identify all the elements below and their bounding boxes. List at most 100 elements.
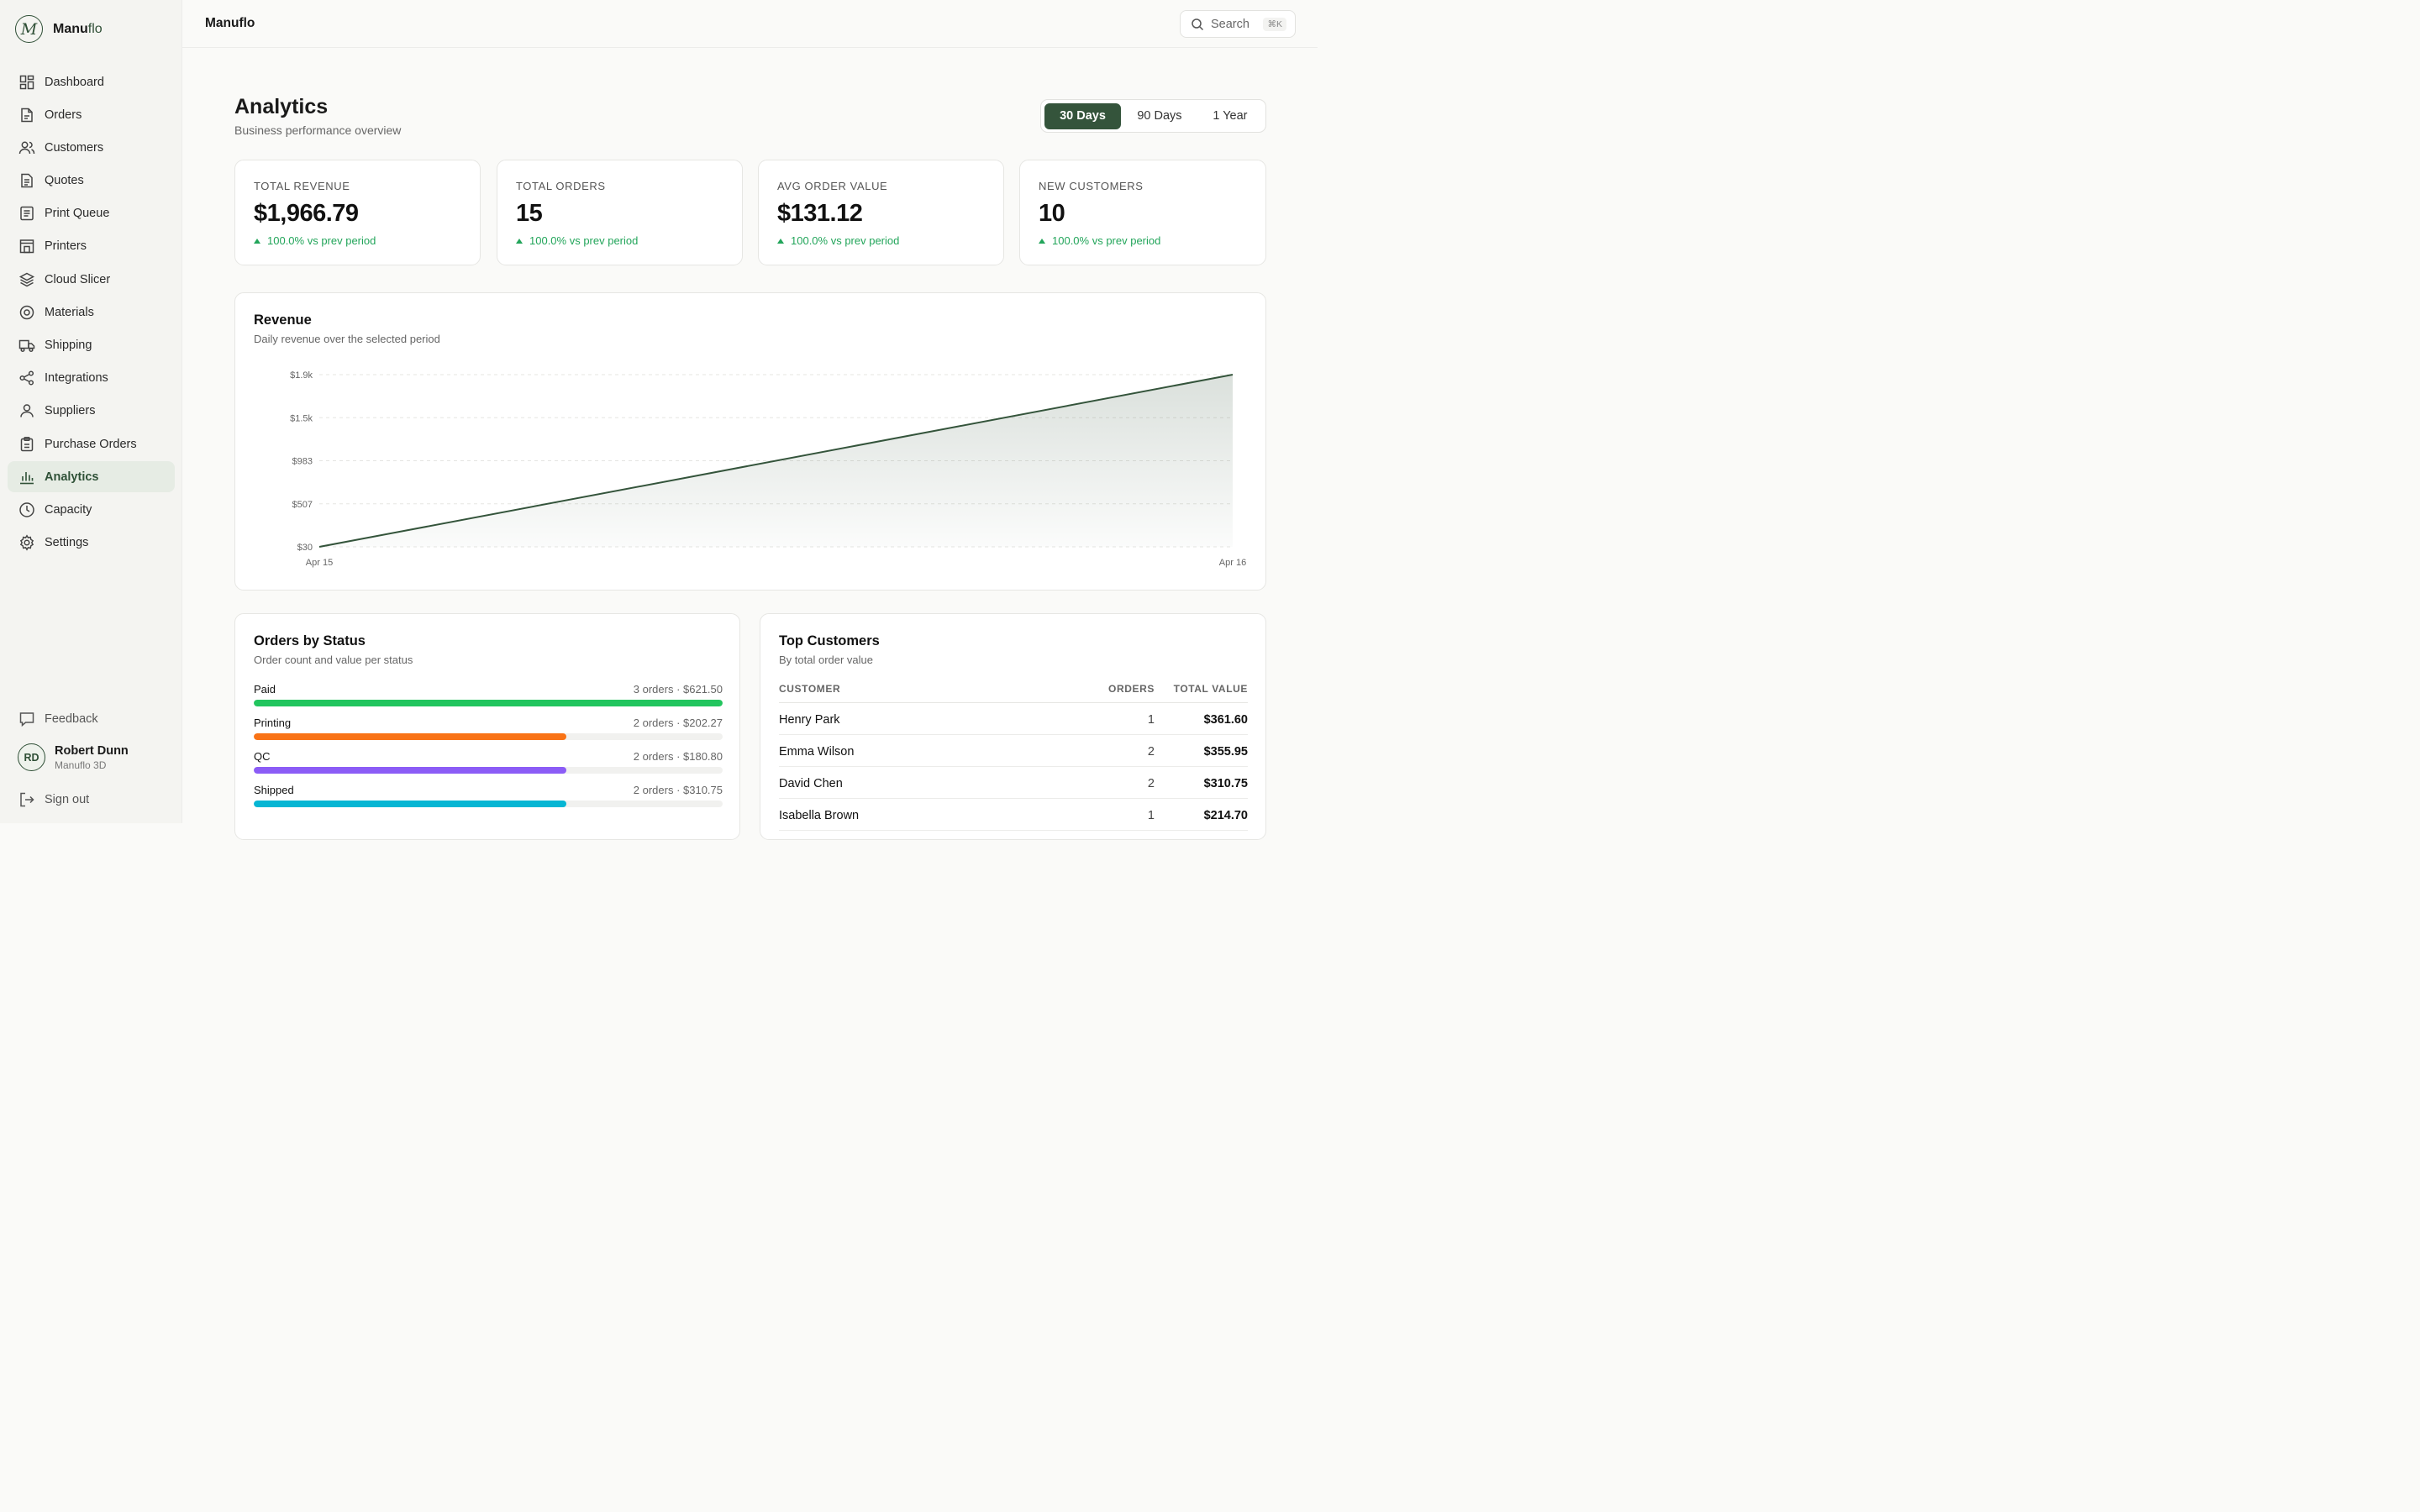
sidebar-item-capacity[interactable]: Capacity — [8, 494, 175, 525]
cell-customer: Isabella Brown — [779, 809, 860, 822]
sidebar-item-customers[interactable]: Customers — [8, 132, 175, 163]
status-meta: 2 orders · $180.80 — [633, 750, 723, 763]
column-header-orders[interactable]: ORDERS — [1108, 683, 1155, 695]
truck-icon — [18, 339, 35, 353]
sidebar-item-print-queue[interactable]: Print Queue — [8, 198, 175, 229]
sidebar-item-label: Capacity — [45, 502, 92, 517]
page-subtitle: Business performance overview — [234, 123, 402, 137]
sidebar-item-integrations[interactable]: Integrations — [8, 363, 175, 394]
sidebar-item-orders[interactable]: Orders — [8, 99, 175, 130]
top-customers-subtitle: By total order value — [779, 654, 874, 666]
sidebar-item-label: Print Queue — [45, 207, 110, 221]
sidebar-item-label: Settings — [45, 536, 89, 550]
clipboard-icon — [20, 436, 34, 451]
cell-orders: 2 — [1147, 745, 1155, 759]
status-meta: 3 orders · $621.50 — [633, 683, 723, 696]
spool-icon — [19, 305, 34, 320]
range-1-year[interactable]: 1 Year — [1213, 109, 1248, 123]
sidebar-item-quotes[interactable]: Quotes — [8, 165, 175, 197]
status-bar-fill — [254, 801, 566, 807]
sidebar-nav: Dashboard Orders Customers Quotes Print … — [8, 66, 175, 560]
range-30-days[interactable]: 30 Days — [1044, 102, 1121, 129]
status-row-shipped: Shipped 2 orders · $310.75 — [254, 784, 723, 814]
stat-value: $131.12 — [777, 200, 863, 227]
revenue-card: Revenue Daily revenue over the selected … — [234, 292, 1266, 591]
topbar-title: Manuflo — [205, 16, 255, 30]
sidebar-item-shipping[interactable]: Shipping — [8, 330, 175, 361]
sidebar-item-settings[interactable]: Settings — [8, 528, 175, 559]
cell-orders: 2 — [1147, 777, 1155, 790]
revenue-line — [318, 374, 1234, 548]
revenue-chart: $1.9k $1.5k $983 $507 $30 Apr 15 Apr 16 — [290, 370, 1246, 568]
logo[interactable]: M Manuflo — [15, 15, 103, 43]
sign-out-button[interactable]: Sign out — [18, 791, 89, 808]
table-header: CUSTOMER ORDERS TOTAL VALUE — [779, 683, 1248, 703]
bar-chart-icon — [20, 471, 34, 485]
status-row-paid: Paid 3 orders · $621.50 — [254, 683, 723, 713]
table-row[interactable]: Emma Wilson 2 $355.95 — [779, 735, 1248, 767]
cell-customer: David Chen — [779, 777, 843, 790]
stat-delta-text: 100.0% vs prev period — [529, 234, 639, 247]
top-customers-title: Top Customers — [779, 633, 880, 648]
user-name: Robert Dunn — [55, 743, 129, 758]
x-tick-label: Apr 16 — [1219, 558, 1246, 568]
table-row[interactable]: David Chen 2 $310.75 — [779, 767, 1248, 799]
sidebar-item-label: Materials — [45, 305, 94, 319]
sidebar-item-purchase-orders[interactable]: Purchase Orders — [8, 428, 175, 459]
sidebar-item-label: Shipping — [45, 339, 92, 352]
sidebar-item-cloud-slicer[interactable]: Cloud Slicer — [8, 264, 175, 295]
message-icon — [19, 712, 34, 727]
stat-label: NEW CUSTOMERS — [1039, 180, 1144, 192]
trend-up-icon — [1039, 238, 1045, 244]
user-profile[interactable]: RD Robert Dunn Manuflo 3D — [18, 743, 129, 771]
revenue-subtitle: Daily revenue over the selected period — [254, 333, 440, 345]
orders-by-status-card: Orders by Status Order count and value p… — [234, 613, 740, 840]
sidebar-item-label: Dashboard — [45, 75, 104, 89]
gear-icon — [19, 534, 34, 551]
status-meta: 2 orders · $310.75 — [633, 784, 723, 796]
sidebar-item-label: Customers — [45, 140, 104, 155]
cell-total-value: $310.75 — [1203, 777, 1248, 790]
range-90-days[interactable]: 90 Days — [1137, 109, 1182, 123]
layers-icon — [18, 272, 35, 286]
stat-label: TOTAL ORDERS — [516, 180, 606, 192]
sidebar-item-materials[interactable]: Materials — [8, 297, 175, 328]
sidebar-item-dashboard[interactable]: Dashboard — [8, 66, 175, 97]
table-row[interactable]: Isabella Brown 1 $214.70 — [779, 799, 1248, 831]
status-name: Paid — [254, 683, 276, 696]
stat-card-total-revenue: TOTAL REVENUE $1,966.79 100.0% vs prev p… — [234, 160, 481, 265]
stat-value: 15 — [516, 200, 543, 227]
sidebar-item-analytics[interactable]: Analytics — [8, 461, 175, 493]
sidebar-item-suppliers[interactable]: Suppliers — [8, 396, 175, 427]
y-tick-label: $983 — [292, 457, 313, 467]
logo-mark: M — [15, 15, 43, 43]
sidebar-item-label: Analytics — [45, 470, 99, 484]
stat-delta-text: 100.0% vs prev period — [1052, 234, 1161, 247]
stat-delta-text: 100.0% vs prev period — [791, 234, 900, 247]
trend-up-icon — [777, 238, 784, 244]
grid-icon — [19, 75, 34, 89]
topbar: Manuflo Search ⌘K — [182, 0, 1318, 48]
feedback-button[interactable]: Feedback — [18, 711, 98, 727]
table-row[interactable]: Henry Park 1 $361.60 — [779, 703, 1248, 735]
users-icon — [18, 141, 35, 154]
sidebar: M Manuflo Dashboard Orders Customers Quo… — [0, 0, 182, 823]
logout-icon — [20, 792, 34, 807]
column-header-total-value[interactable]: TOTAL VALUE — [1173, 683, 1248, 695]
page-title: Analytics — [234, 95, 329, 118]
column-header-customer[interactable]: CUSTOMER — [779, 683, 841, 695]
y-tick-label: $507 — [292, 500, 313, 510]
cell-orders: 1 — [1147, 713, 1155, 727]
search-label: Search — [1211, 17, 1249, 31]
stat-card-avg-order-value: AVG ORDER VALUE $131.12 100.0% vs prev p… — [758, 160, 1004, 265]
feedback-label: Feedback — [45, 712, 98, 726]
sidebar-item-printers[interactable]: Printers — [8, 231, 175, 262]
avatar: RD — [18, 743, 45, 771]
sidebar-item-label: Printers — [45, 239, 87, 254]
stat-delta-text: 100.0% vs prev period — [267, 234, 376, 247]
revenue-title: Revenue — [254, 312, 312, 328]
search-button[interactable]: Search ⌘K — [1180, 10, 1296, 38]
cell-total-value: $355.95 — [1203, 745, 1248, 759]
list-icon — [20, 207, 34, 221]
orders-by-status-title: Orders by Status — [254, 633, 366, 648]
